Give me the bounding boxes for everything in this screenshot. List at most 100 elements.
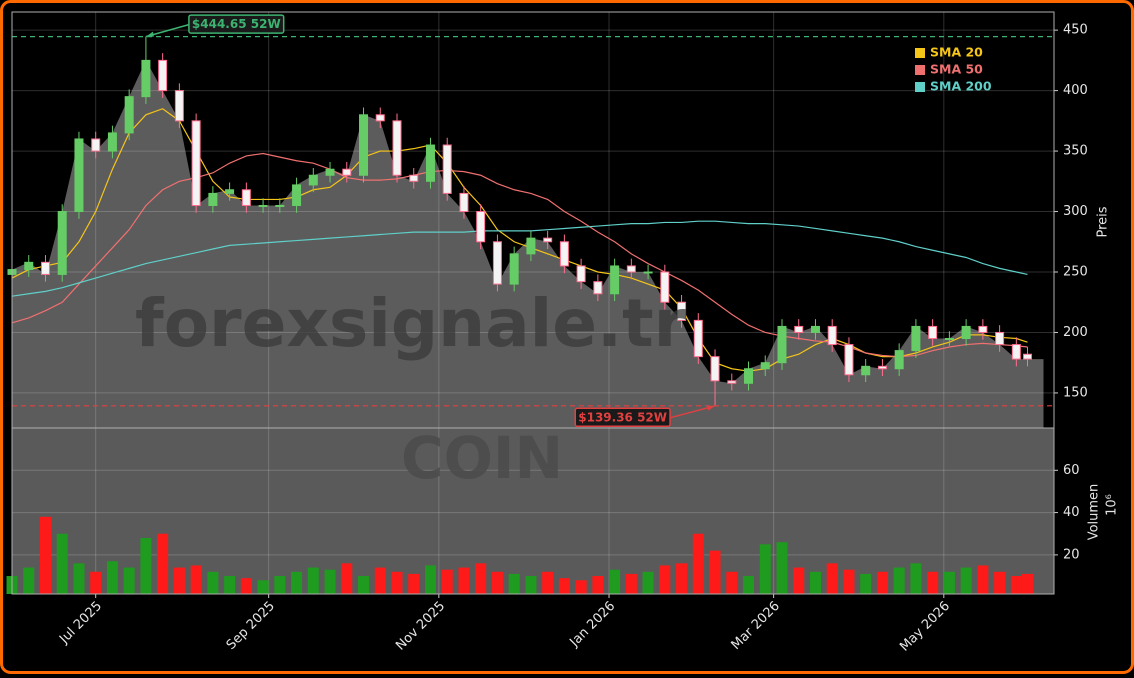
volume-bar [73,563,85,594]
volume-bar [1021,573,1033,594]
legend-swatch [915,82,925,92]
volume-bar [609,569,621,594]
y-tick-label: 450 [1063,23,1088,38]
sma-line [11,152,1028,358]
candle-body [225,189,235,194]
candle-body [292,184,302,206]
volume-tick-label: 20 [1063,547,1080,562]
volume-bar [943,571,955,594]
candle-body [509,253,519,285]
candle-body [543,237,553,243]
volume-bar [391,571,403,594]
y-tick-label: 400 [1063,83,1088,98]
volume-bar [224,576,236,594]
legend-label: SMA 50 [930,62,983,77]
volume-bar [157,533,169,594]
volume-bar [491,571,503,594]
candle-body [944,338,954,341]
candle-body [208,192,218,206]
candle-body [827,325,837,346]
candle-body [191,120,201,206]
candle-body [744,368,754,384]
volume-bar [207,571,219,594]
volume-bar [374,567,386,594]
candle-body [911,325,921,352]
annotation-arrowhead [145,31,154,37]
volume-bar [307,567,319,594]
candle-body [861,365,871,376]
annotation-arrowhead [707,405,716,411]
candle-body [978,325,988,333]
candle-body [693,319,703,358]
annotation: $139.36 52W [574,405,716,428]
candle-body [526,237,536,255]
volume-bar [1010,576,1022,594]
volume-bar [274,576,286,594]
volume-bar [291,571,303,594]
volume-bar [910,563,922,594]
candle-body [442,144,452,194]
candle-body [794,325,804,333]
volume-bar [809,571,821,594]
candle-body [995,331,1005,346]
annotation-label: $139.36 52W [578,410,667,424]
volume-bar [759,544,771,594]
candle-body [961,325,971,340]
candle-body [158,59,168,92]
volume-bar [860,573,872,594]
sma-line [11,220,1028,297]
candle-body [576,265,586,283]
legend-swatch [915,48,925,58]
volume-bar [475,563,487,594]
candle-body [425,144,435,182]
volume-bar [90,571,102,594]
candle-body [74,138,84,213]
legend-label: SMA 20 [930,45,983,60]
volume-bar [776,542,788,594]
volume-bar [960,567,972,594]
volume-bar [592,576,604,594]
candle-body [375,114,385,122]
volume-bar [659,565,671,594]
volume-bar [575,580,587,594]
volume-panel [12,428,1054,594]
candle-body [928,325,938,340]
candle-body [610,265,620,295]
candle-body [308,174,318,186]
candle-body [174,90,184,122]
volume-bar [692,533,704,594]
candle-body [24,261,34,271]
candle-body [409,174,419,182]
candle-body [107,132,117,152]
volume-bar [324,569,336,594]
volume-unit: 10⁶ [1105,494,1120,516]
volume-bar [843,569,855,594]
candle-body [342,168,352,176]
annotation: $444.65 52W [145,14,285,38]
plot-layer: $444.65 52W $139.36 52W [6,11,1058,598]
volume-bar [676,563,688,594]
volume-bar [625,573,637,594]
volume-bar [558,578,570,594]
candle-body [559,241,569,267]
candle-body [710,356,720,382]
volume-bar [123,567,135,594]
volume-bar [458,567,470,594]
candle-body [1022,353,1032,360]
y-tick-label: 300 [1063,204,1088,219]
volume-bar [140,537,152,594]
ticker-watermark: COIN [401,424,563,492]
y-tick-label: 250 [1063,265,1088,280]
volume-bar [257,580,269,594]
y-tick-label: 150 [1063,385,1088,400]
volume-bar [709,550,721,594]
watermark: forexsignale.tr [135,285,687,362]
candle-body [643,271,653,274]
candle-body [275,204,285,207]
volume-bar [977,565,989,594]
candle-body [57,211,67,275]
candle-body [392,120,402,176]
volume-bar [525,576,537,594]
y-tick-label: 350 [1063,144,1088,159]
candle-body [660,271,670,303]
